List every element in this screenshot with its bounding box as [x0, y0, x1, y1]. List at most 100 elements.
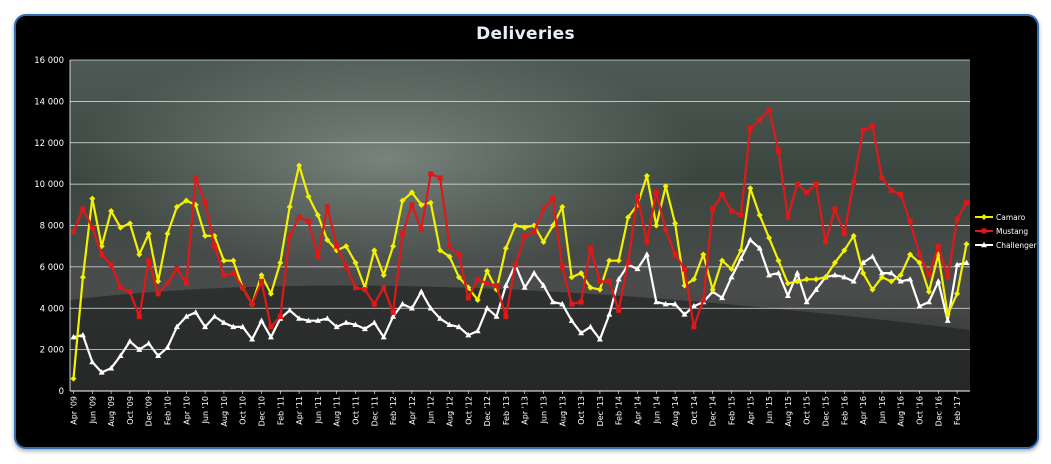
data-point-mustang — [860, 127, 866, 133]
data-point-challenger — [437, 315, 444, 321]
legend-label-camaro: Camaro — [996, 213, 1026, 222]
data-point-mustang — [155, 291, 161, 297]
data-point-mustang — [136, 314, 142, 320]
data-point-camaro — [860, 270, 867, 277]
data-point-challenger — [944, 317, 951, 323]
data-point-challenger — [70, 334, 77, 340]
data-point-mustang — [334, 243, 340, 249]
y-tick-label: 8 000 — [40, 222, 64, 232]
data-point-challenger — [888, 269, 895, 276]
data-point-challenger — [634, 265, 641, 272]
data-point-mustang — [512, 262, 518, 268]
data-point-mustang — [108, 262, 114, 268]
x-tick-label: Dec '09 — [145, 396, 154, 426]
data-point-mustang — [89, 225, 95, 231]
x-tick-label: Feb '15 — [728, 396, 737, 425]
data-point-mustang — [823, 239, 828, 245]
data-point-mustang — [371, 301, 377, 307]
data-point-mustang — [221, 272, 227, 278]
data-point-camaro — [728, 265, 735, 272]
data-point-mustang — [804, 189, 810, 195]
data-point-challenger — [258, 317, 265, 323]
data-point-camaro — [220, 257, 227, 264]
data-point-camaro — [737, 247, 744, 254]
data-point-mustang — [230, 270, 236, 276]
data-point-mustang — [813, 181, 819, 187]
data-point-challenger — [314, 317, 321, 323]
data-point-challenger — [756, 245, 763, 251]
x-tick-label: Apr '14 — [634, 396, 643, 425]
data-point-mustang — [531, 229, 537, 235]
data-point-mustang — [644, 239, 650, 245]
data-point-challenger — [192, 309, 199, 315]
data-point-camaro — [352, 259, 359, 266]
legend-label-mustang: Mustang — [996, 227, 1028, 236]
data-point-camaro — [117, 224, 124, 231]
data-point-mustang — [729, 208, 734, 214]
data-point-mustang — [240, 285, 246, 291]
data-point-challenger — [361, 325, 368, 332]
data-point-challenger — [352, 321, 359, 327]
data-point-camaro — [446, 253, 453, 260]
data-point-challenger — [249, 336, 256, 342]
x-tick-label: Jun '09 — [88, 396, 97, 424]
data-point-camaro — [437, 247, 444, 254]
x-axis: Apr '09 Jun '09 Aug '09 Oct '09 Dec '09 Feb '… — [70, 391, 962, 427]
data-point-camaro — [709, 286, 716, 293]
data-point-challenger — [286, 307, 293, 313]
data-point-camaro — [784, 280, 791, 287]
data-point-camaro — [916, 259, 923, 266]
data-point-camaro — [850, 232, 857, 239]
data-point-challenger — [418, 288, 425, 294]
data-point-mustang — [653, 189, 659, 195]
legend-marker-camaro — [981, 214, 987, 220]
data-point-challenger — [324, 315, 331, 321]
data-point-mustang — [287, 233, 293, 239]
data-point-mustang — [672, 251, 678, 257]
data-point-camaro — [173, 203, 180, 210]
series-line-challenger — [73, 238, 967, 374]
data-point-camaro — [831, 259, 838, 266]
x-tick-label: Aug '11 — [333, 396, 342, 427]
data-point-mustang — [447, 243, 452, 249]
data-point-challenger — [747, 236, 754, 243]
data-point-mustang — [390, 309, 396, 315]
data-point-mustang — [588, 245, 593, 251]
data-point-camaro — [907, 251, 914, 258]
data-point-camaro — [719, 257, 726, 264]
data-point-challenger — [784, 292, 791, 299]
x-tick-label: Feb '11 — [276, 396, 285, 425]
data-point-challenger — [173, 323, 180, 330]
x-tick-label: Dec '13 — [596, 396, 605, 426]
data-point-mustang — [682, 266, 687, 272]
data-point-camaro — [70, 375, 77, 382]
series-layer — [70, 107, 970, 382]
x-tick-label: Aug '14 — [671, 396, 680, 427]
data-point-camaro — [314, 212, 321, 219]
data-point-camaro — [700, 251, 707, 258]
data-point-challenger — [728, 274, 735, 280]
x-tick-label: Feb '10 — [164, 396, 173, 425]
data-point-mustang — [625, 260, 631, 266]
data-point-mustang — [437, 175, 443, 181]
data-point-challenger — [211, 313, 218, 319]
data-point-camaro — [286, 203, 293, 210]
data-point-camaro — [578, 270, 585, 277]
x-tick-label: Jun '15 — [765, 396, 774, 424]
data-point-challenger — [662, 300, 669, 307]
data-point-camaro — [324, 236, 331, 243]
data-point-challenger — [559, 300, 566, 307]
data-point-mustang — [550, 196, 556, 202]
data-point-mustang — [757, 117, 763, 123]
data-point-challenger — [79, 331, 86, 338]
data-point-challenger — [596, 336, 603, 342]
data-point-mustang — [569, 301, 575, 307]
data-point-challenger — [455, 323, 462, 330]
x-tick-label: Aug '16 — [897, 396, 906, 427]
data-point-mustang — [691, 324, 697, 330]
chart-title: Deliveries — [476, 24, 575, 44]
data-point-camaro — [615, 257, 622, 264]
data-point-mustang — [296, 214, 302, 220]
x-tick-label: Jun '14 — [652, 396, 661, 424]
